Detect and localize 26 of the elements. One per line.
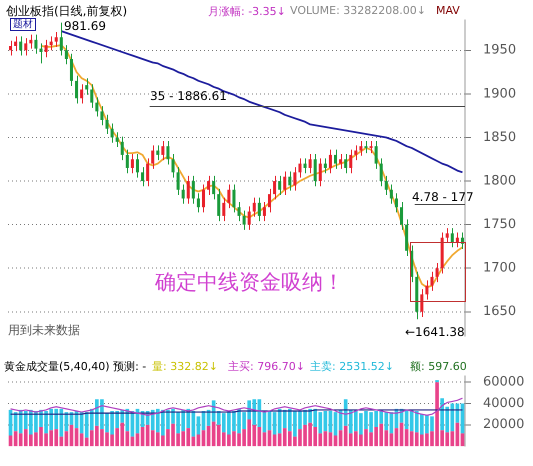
- annotation: ←1641.38: [405, 325, 465, 339]
- text: 主卖: 2531.52↓: [310, 359, 394, 374]
- y-tick-label: 40000: [483, 396, 524, 411]
- text: 额: 597.60: [410, 359, 467, 374]
- chart-title: 黄金成交量(5,40,40) 预测: -: [4, 359, 146, 374]
- y-tick-label: 1950: [483, 42, 516, 58]
- y-tick-label: 1900: [483, 86, 516, 102]
- y-tick-label: 1750: [483, 217, 516, 232]
- text: 月涨幅: -3.35↓: [208, 4, 286, 19]
- y-tick-label: 20000: [483, 417, 524, 432]
- annotation: 4.78 - 177: [412, 190, 474, 204]
- text: 主买: 796.70↓: [228, 359, 305, 374]
- text: 量: 332.82↓: [152, 359, 218, 374]
- annotation: 35 - 1886.61: [150, 89, 227, 103]
- annotation: 用到未来数据: [8, 322, 80, 339]
- y-tick-label: 1650: [483, 304, 516, 320]
- annotation: 题材: [10, 18, 36, 31]
- annotation: 981.69: [64, 19, 106, 33]
- text: VOLUME: 33282208.00↓: [290, 4, 426, 17]
- y-tick-label: 1850: [483, 130, 516, 145]
- annotation: 确定中线资金吸纳！: [155, 269, 344, 296]
- chart-title: 创业板指(日线,前复权): [6, 3, 128, 19]
- y-tick-label: 1800: [483, 173, 516, 188]
- y-tick-label: 1700: [483, 260, 516, 276]
- text: MAV: [436, 4, 460, 17]
- y-tick-label: 60000: [483, 374, 524, 390]
